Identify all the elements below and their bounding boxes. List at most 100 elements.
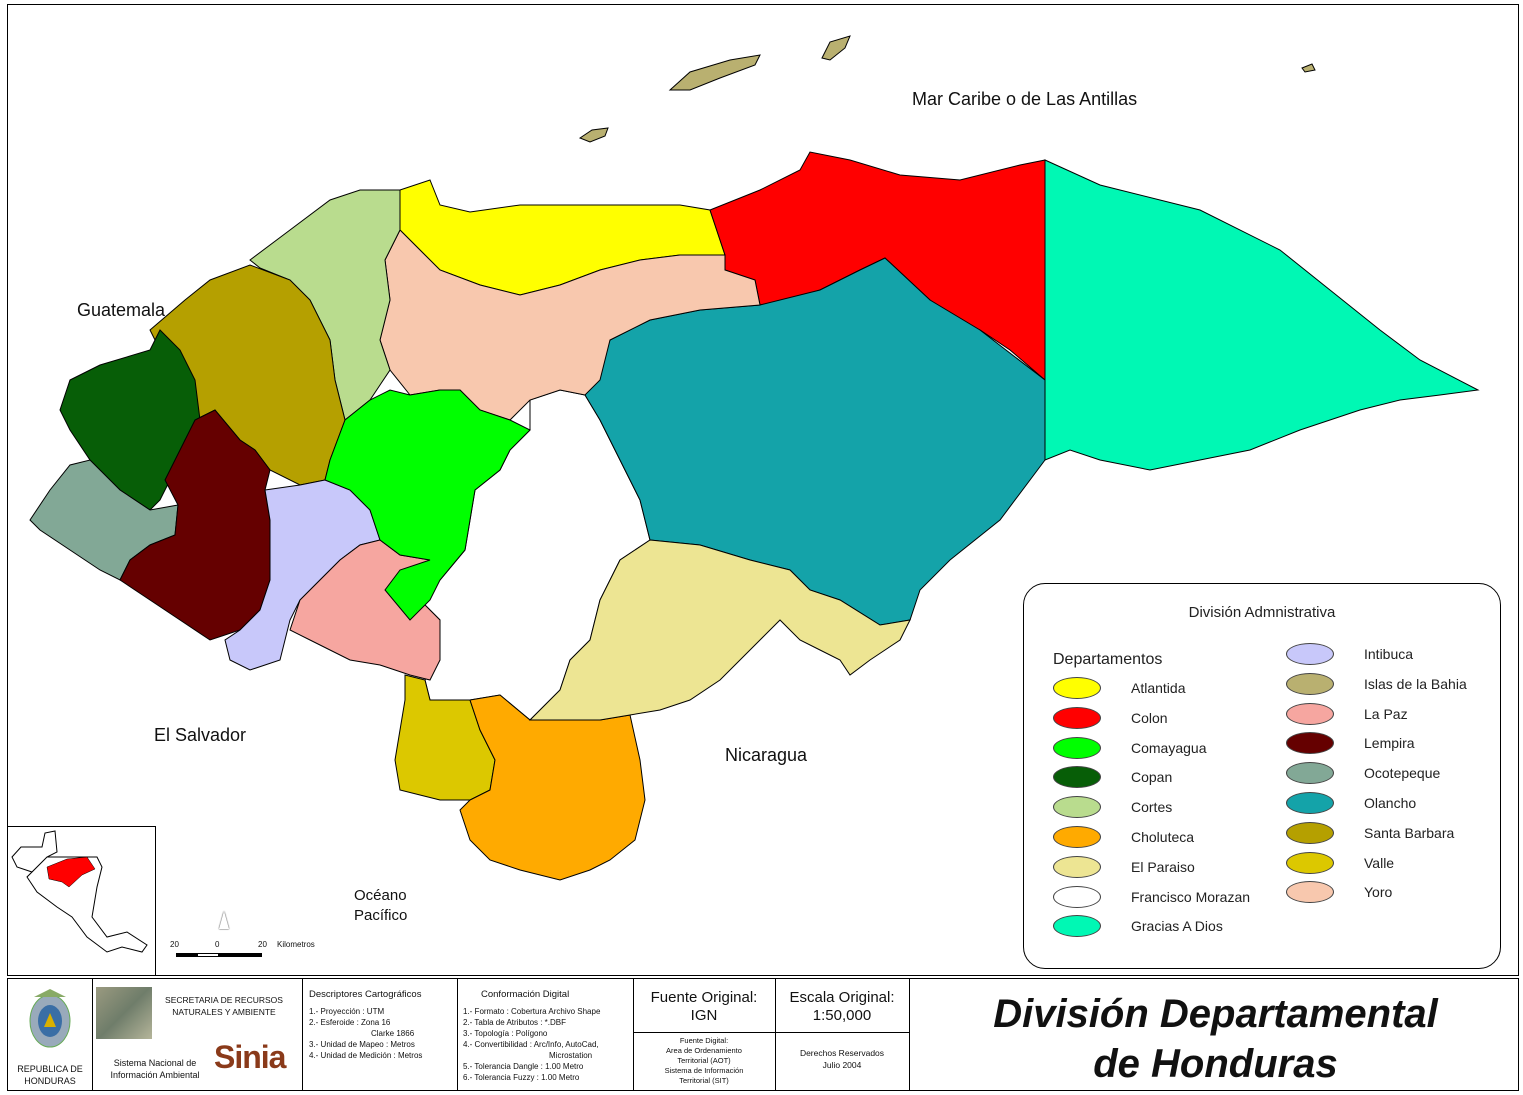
legend-swatch [1053, 855, 1101, 878]
footer-line: 5.- Tolerancia Dangle : 1.00 Metro [463, 1062, 584, 1071]
legend-label: Yoro [1364, 884, 1393, 901]
legend-label: Copan [1131, 769, 1173, 786]
legend-item: Atlantida [1053, 676, 1185, 700]
legend: División Admnistrativa Departamentos Atl… [1023, 583, 1501, 969]
legend-item: Gracias A Dios [1053, 914, 1223, 938]
conformacion-cell: Conformación Digital 1.- Formato : Cober… [457, 979, 634, 1090]
coat-label: REPUBLICA DE HONDURAS [17, 1064, 83, 1086]
escala-cell: Escala Original: 1:50,000 Derechos Reser… [775, 979, 910, 1090]
legend-label: Choluteca [1131, 829, 1195, 845]
legend-item: Copan [1053, 765, 1172, 789]
legend-label: Intibuca [1364, 646, 1414, 662]
legend-item: Ocotepeque [1286, 761, 1440, 785]
title-line-2: de Honduras [1093, 1042, 1338, 1086]
footer-line: Territorial (SIT) [679, 1076, 729, 1085]
legend-item: Francisco Morazan [1053, 885, 1250, 909]
map-frame [7, 4, 1519, 976]
legend-swatch [1053, 826, 1101, 848]
escala-value: 1:50,000 [812, 1007, 872, 1024]
footer-line: Fuente Digital: [679, 1036, 729, 1045]
legend-swatch [1053, 796, 1101, 819]
department-islas-de-la-bahia [821, 35, 851, 61]
legend-item: La Paz [1286, 702, 1408, 726]
label-pacific-ocean-1: Océano [354, 887, 407, 904]
legend-swatch [1286, 881, 1334, 904]
footer-line: 6.- Tolerancia Fuzzy : 1.00 Metro [463, 1073, 580, 1082]
legend-label: Olancho [1364, 795, 1417, 811]
footer-line: Clarke 1866 [371, 1029, 415, 1038]
honduras-highlight [46, 856, 96, 888]
fuente-cell: Fuente Original: IGN Fuente Digital: Area… [633, 979, 776, 1090]
serna-cell: SECRETARIA DE RECURSOS NATURALES Y AMBIE… [92, 979, 303, 1090]
footer-line: 2.- Esferoide : Zona 16 [309, 1018, 391, 1027]
footer-line: 1.- Proyección : UTM [309, 1007, 385, 1016]
footer-line: Sistema de Información [664, 1066, 744, 1075]
legend-swatch [1286, 792, 1334, 814]
footer-line: Territorial (AOT) [677, 1056, 731, 1065]
legend-item: El Paraiso [1053, 855, 1195, 879]
conformacion-title: Conformación Digital [481, 989, 570, 1000]
title-line-1: División Departamental [993, 992, 1438, 1036]
legend-swatch [1286, 672, 1334, 695]
department-yoro [379, 229, 761, 421]
legend-label: Atlantida [1131, 680, 1186, 696]
central-america-locator [11, 830, 148, 953]
legend-swatch [1053, 915, 1101, 938]
department-el-paraiso [528, 539, 911, 721]
coat-of-arms-icon [29, 989, 71, 1048]
legend-label: La Paz [1364, 705, 1408, 722]
legend-swatch [1286, 851, 1334, 874]
scale-unit: Kilometros [277, 940, 315, 949]
department-gracias-a-dios [1044, 159, 1480, 471]
north-arrow-icon [219, 911, 229, 929]
footer: REPUBLICA DE HONDURAS SECRETARIA DE RECU… [7, 978, 1519, 1091]
label-nicaragua: Nicaragua [725, 745, 808, 765]
legend-label: Valle [1364, 854, 1395, 871]
legend-swatch [1286, 643, 1334, 665]
legend-item: Olancho [1286, 791, 1416, 815]
legend-swatch [1053, 677, 1101, 699]
legend-label: Islas de la Bahia [1364, 675, 1467, 692]
legend-item: Yoro [1286, 880, 1392, 904]
legend-item: Valle [1286, 851, 1394, 875]
scale-right: 20 [258, 940, 267, 949]
rights-label: Derechos Reservados [799, 1048, 885, 1058]
legend-label: Comayagua [1131, 739, 1207, 756]
descriptores-title: Descriptores Cartográficos [309, 989, 422, 1000]
honduras-map [29, 35, 1480, 881]
footer-line: Microstation [549, 1051, 593, 1060]
department-islas-de-la-bahia [1301, 63, 1316, 73]
legend-label: Colon [1131, 709, 1168, 726]
legend-swatch [1053, 736, 1101, 759]
footer-line: Area de Ordenamiento [666, 1046, 742, 1055]
legend-item: Lempira [1286, 731, 1415, 755]
legend-swatch [1286, 821, 1334, 844]
escala-title: Escala Original: [789, 989, 895, 1006]
footer-line: 4.- Convertibilidad : Arc/Info, AutoCad, [463, 1040, 599, 1049]
label-caribbean-sea: Mar Caribe o de Las Antillas [912, 89, 1138, 109]
legend-label: Cortes [1131, 799, 1173, 816]
label-pacific-ocean-2: Pacífico [354, 907, 408, 924]
department-lempira [119, 409, 271, 641]
department-islas-de-la-bahia [668, 54, 761, 91]
footer-line: 4.- Unidad de Medición : Metros [309, 1051, 423, 1060]
label-guatemala: Guatemala [77, 300, 166, 320]
legend-swatch [1053, 766, 1101, 789]
legend-title: División Admnistrativa [1188, 604, 1336, 621]
legend-label: El Paraiso [1131, 858, 1195, 875]
bird-photo [96, 987, 152, 1039]
fuente-title: Fuente Original: [650, 989, 758, 1006]
legend-item: Comayagua [1053, 736, 1207, 760]
footer-line: 1.- Formato : Cobertura Archivo Shape [463, 1007, 601, 1016]
legend-item: Colon [1053, 706, 1168, 730]
legend-label: Francisco Morazan [1131, 888, 1251, 905]
serna-label: SECRETARIA DE RECURSOS NATURALES Y AMBIE… [165, 995, 283, 1017]
footer-line: 2.- Tabla de Atributos : *.DBF [463, 1018, 567, 1027]
locator-inset [7, 826, 156, 975]
legend-swatch [1286, 762, 1334, 785]
legend-swatch [1286, 702, 1334, 725]
legend-item: Intibuca [1286, 642, 1413, 666]
legend-item: Islas de la Bahia [1286, 672, 1467, 696]
legend-subtitle: Departamentos [1053, 651, 1163, 668]
